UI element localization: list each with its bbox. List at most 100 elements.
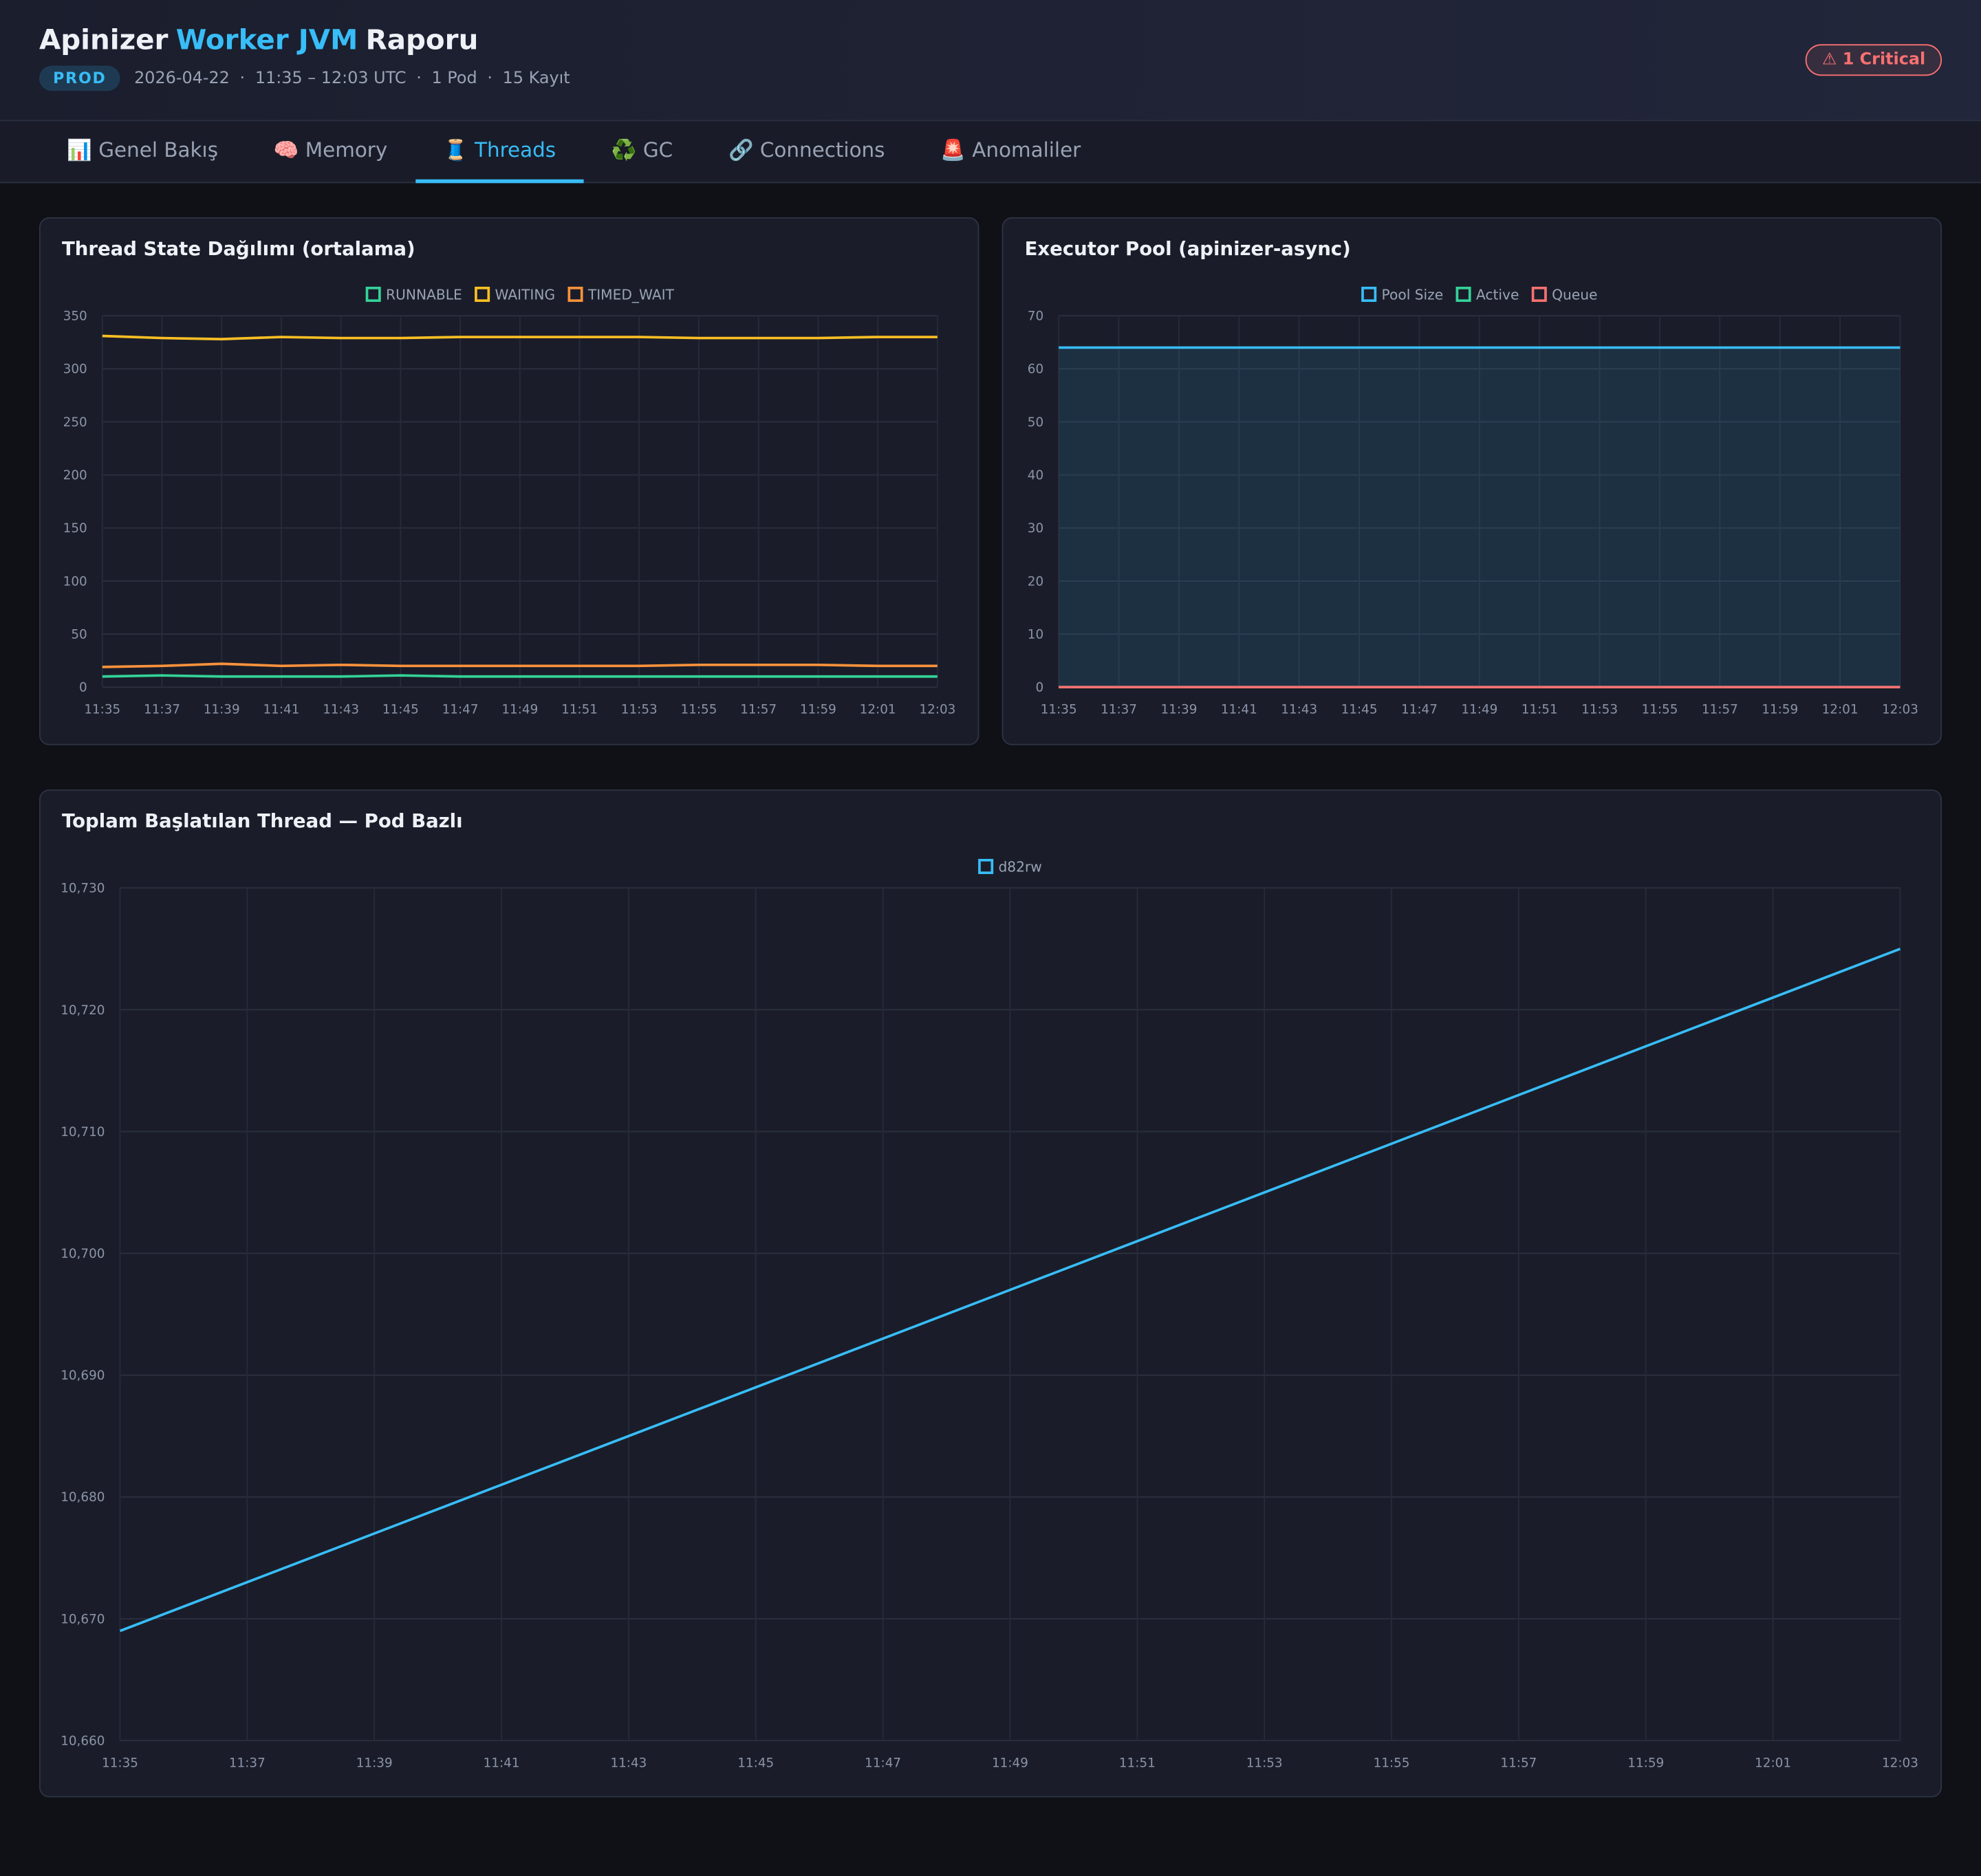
- title: Apinizer Worker JVM Raporu: [39, 25, 478, 57]
- x-tick-label: 11:49: [1461, 703, 1497, 717]
- x-tick-label: 11:57: [1702, 703, 1738, 717]
- chart-title: Toplam Başlatılan Thread — Pod Bazlı: [62, 810, 463, 832]
- legend-label: Queue: [1552, 286, 1597, 303]
- x-tick-label: 11:39: [204, 703, 240, 717]
- x-tick-label: 11:47: [865, 1756, 901, 1771]
- panel: Toplam Başlatılan Thread — Pod Bazlı d82r…: [39, 789, 1942, 1798]
- y-tick-label: 50: [1028, 415, 1043, 430]
- x-tick-label: 11:43: [610, 1756, 647, 1771]
- x-tick-label: 11:39: [356, 1756, 393, 1771]
- x-tick-label: 11:59: [1762, 703, 1798, 717]
- x-tick-label: 12:01: [1822, 703, 1859, 717]
- tab[interactable]: 📊 Genel Bakış: [67, 138, 219, 162]
- x-tick-label: 11:51: [561, 703, 598, 717]
- tab[interactable]: 🧵 Threads: [415, 121, 584, 184]
- x-tick-label: 12:01: [1755, 1756, 1791, 1771]
- title-part: Raporu: [365, 25, 479, 57]
- x-tick-label: 11:57: [1500, 1756, 1537, 1771]
- x-tick-label: 11:53: [621, 703, 658, 717]
- y-tick-label: 60: [1028, 362, 1043, 377]
- env-badge: PROD: [39, 65, 120, 91]
- meta-item: 2026-04-22: [134, 69, 230, 88]
- x-tick-label: 11:43: [323, 703, 359, 717]
- y-tick-label: 50: [71, 627, 87, 642]
- area: [1059, 347, 1901, 688]
- x-tick-label: 11:57: [740, 703, 777, 717]
- x-tick-label: 11:55: [681, 703, 717, 717]
- x-tick-label: 11:43: [1281, 703, 1317, 717]
- x-tick-label: 11:37: [1101, 703, 1137, 717]
- x-tick-label: 11:49: [501, 703, 538, 717]
- x-tick-label: 12:03: [919, 703, 955, 717]
- tabs: 📊 Genel Bakış 🧠 Memory 🧵 Threads ♻️ GC 🔗…: [0, 121, 1981, 184]
- x-tick-label: 11:59: [1627, 1756, 1664, 1771]
- x-tick-label: 11:55: [1374, 1756, 1410, 1771]
- y-tick-label: 250: [63, 415, 87, 430]
- panel: Thread State Dağılımı (ortalama) RUNNABLE…: [39, 217, 979, 745]
- x-tick-label: 11:45: [382, 703, 419, 717]
- title-part: Apinizer: [39, 25, 169, 57]
- y-tick-label: 10,660: [61, 1734, 105, 1748]
- x-tick-label: 12:03: [1882, 703, 1918, 717]
- y-tick-label: 200: [63, 468, 87, 483]
- x-tick-label: 11:47: [1401, 703, 1438, 717]
- x-tick-label: 11:35: [84, 703, 120, 717]
- legend-swatch: [1455, 286, 1471, 302]
- legend-swatch: [567, 286, 583, 302]
- line: [102, 662, 938, 668]
- x-tick-label: 11:47: [442, 703, 479, 717]
- legend-label: d82rw: [998, 858, 1041, 875]
- x-tick-label: 11:41: [484, 1756, 520, 1771]
- y-tick-label: 350: [63, 309, 87, 324]
- y-tick-label: 70: [1028, 309, 1043, 324]
- legend-swatch: [1361, 286, 1377, 302]
- chart-title: Thread State Dağılımı (ortalama): [62, 238, 415, 260]
- chart-title: Executor Pool (apinizer-async): [1025, 238, 1351, 260]
- x-tick-label: 11:51: [1119, 1756, 1156, 1771]
- x-tick-label: 11:39: [1160, 703, 1197, 717]
- y-tick-label: 0: [1035, 681, 1043, 695]
- x-tick-label: 11:53: [1581, 703, 1618, 717]
- y-tick-label: 30: [1028, 521, 1043, 536]
- x-tick-label: 11:45: [737, 1756, 774, 1771]
- x-tick-label: 11:53: [1246, 1756, 1283, 1771]
- y-tick-label: 40: [1028, 468, 1043, 483]
- tab[interactable]: 🧠 Memory: [273, 138, 388, 162]
- tab[interactable]: 🚨 Anomaliler: [940, 138, 1081, 162]
- y-tick-label: 10,720: [61, 1003, 105, 1018]
- meta-item: 1 Pod: [407, 69, 477, 88]
- x-tick-label: 11:41: [1221, 703, 1257, 717]
- panel: Executor Pool (apinizer-async) Pool Size A…: [1002, 217, 1942, 745]
- y-tick-label: 300: [63, 362, 87, 377]
- x-tick-label: 11:35: [102, 1756, 138, 1771]
- legend-label: RUNNABLE: [386, 286, 462, 303]
- y-tick-label: 10,690: [61, 1368, 105, 1383]
- y-tick-label: 10,730: [61, 882, 105, 896]
- meta-item: 11:35 – 12:03 UTC: [230, 69, 407, 88]
- x-tick-label: 11:45: [1341, 703, 1378, 717]
- legend-label: WAITING: [495, 286, 555, 303]
- x-tick-label: 11:49: [992, 1756, 1028, 1771]
- y-tick-label: 10,680: [61, 1490, 105, 1505]
- x-tick-label: 11:55: [1641, 703, 1678, 717]
- title-part: Worker JVM: [175, 25, 358, 57]
- y-tick-label: 0: [79, 681, 87, 695]
- x-tick-label: 12:01: [860, 703, 896, 717]
- tab[interactable]: 🔗 Connections: [728, 138, 885, 162]
- x-tick-label: 11:35: [1041, 703, 1077, 717]
- alert-badge[interactable]: ⚠ 1 Critical: [1806, 44, 1942, 76]
- x-tick-label: 12:03: [1882, 1756, 1918, 1771]
- y-tick-label: 100: [63, 574, 87, 589]
- line: [102, 674, 938, 678]
- legend-label: TIMED_WAIT: [587, 286, 675, 303]
- legend-swatch: [978, 858, 994, 875]
- tab[interactable]: ♻️ GC: [611, 138, 673, 162]
- meta-item: 15 Kayıt: [477, 69, 570, 88]
- line: [119, 948, 1901, 1633]
- chart: Toplam Başlatılan Thread — Pod Bazlı d82r…: [61, 810, 1918, 1771]
- y-tick-label: 10,670: [61, 1612, 105, 1626]
- chart: Thread State Dağılımı (ortalama) RUNNABLE…: [62, 238, 955, 717]
- y-tick-label: 20: [1028, 574, 1043, 589]
- legend-label: Pool Size: [1382, 286, 1444, 303]
